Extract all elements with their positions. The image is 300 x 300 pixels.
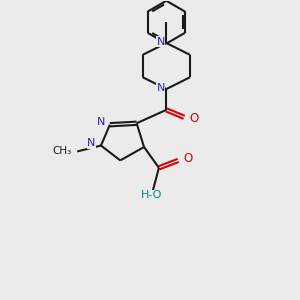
Text: O: O	[184, 152, 193, 165]
Text: CH₃: CH₃	[52, 146, 72, 157]
Text: N: N	[97, 117, 105, 128]
Text: N: N	[157, 37, 165, 46]
Text: N: N	[157, 82, 165, 93]
Text: H-O: H-O	[141, 190, 162, 200]
Text: N: N	[87, 138, 96, 148]
Text: O: O	[190, 112, 199, 125]
